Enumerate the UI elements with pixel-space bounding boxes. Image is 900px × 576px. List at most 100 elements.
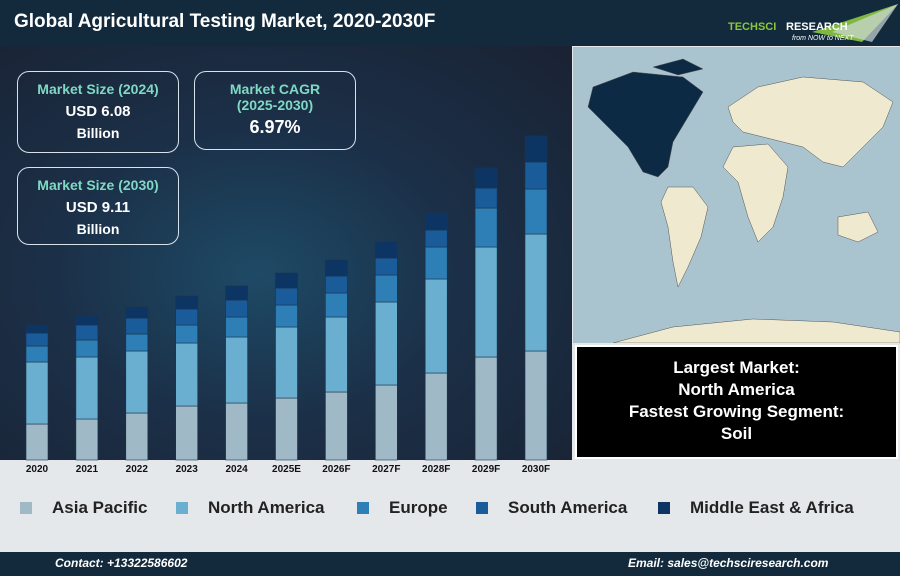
x-tick-label: 2029F bbox=[472, 464, 500, 475]
bar-2029F-north-america bbox=[474, 246, 498, 358]
card-sublabel: (2025-2030) bbox=[236, 97, 314, 113]
world-map bbox=[573, 47, 900, 343]
bar-2026F-asia-pacific bbox=[325, 391, 348, 461]
card-value: USD 9.11 bbox=[65, 199, 131, 216]
card-label: Market Size (2024) bbox=[37, 81, 159, 97]
legend-swatch bbox=[20, 502, 32, 514]
bar-2024-asia-pacific bbox=[225, 402, 248, 461]
bar-2028F-europe bbox=[424, 246, 448, 280]
insight-box: Largest Market: North America Fastest Gr… bbox=[575, 345, 898, 459]
x-tick-label: 2027F bbox=[372, 464, 400, 475]
footer: Contact: +13322586602 Email: sales@techs… bbox=[0, 552, 900, 576]
svg-text:from NOW to NEXT: from NOW to NEXT bbox=[792, 35, 854, 42]
bar-2026F-europe bbox=[325, 292, 348, 318]
bar-2023-asia-pacific bbox=[175, 405, 198, 461]
bar-2025E-north-america bbox=[275, 326, 298, 399]
card-value: USD 6.08 bbox=[65, 103, 131, 120]
bar-2027F-middle-east-africa bbox=[374, 241, 398, 259]
bar-2028F-middle-east-africa bbox=[424, 212, 448, 231]
bar-2026F-south-america bbox=[325, 275, 348, 294]
bar-2024-north-america bbox=[225, 336, 248, 404]
bar-2023-south-america bbox=[175, 308, 198, 326]
techsci-logo: TECHSCI RESEARCH from NOW to NEXT bbox=[728, 4, 898, 42]
bar-2029F-asia-pacific bbox=[474, 356, 498, 461]
x-tick-label: 2024 bbox=[225, 464, 248, 475]
bar-2024-south-america bbox=[225, 299, 248, 318]
bar-2021-europe bbox=[75, 339, 99, 358]
bar-2025E-south-america bbox=[275, 287, 298, 306]
bar-2029F-europe bbox=[474, 207, 498, 248]
legend-item: Europe bbox=[357, 498, 448, 518]
legend-swatch bbox=[357, 502, 369, 514]
bar-2026F-north-america bbox=[325, 316, 348, 393]
x-tick-label: 2020 bbox=[26, 464, 49, 475]
bar-2028F-north-america bbox=[424, 278, 448, 374]
card-unit: Billion bbox=[76, 125, 120, 141]
legend-label: Asia Pacific bbox=[52, 498, 148, 517]
bar-2022-middle-east-africa bbox=[125, 306, 149, 319]
header: Global Agricultural Testing Market, 2020… bbox=[0, 0, 900, 46]
australia bbox=[837, 211, 879, 243]
card-unit: Billion bbox=[76, 221, 120, 237]
bar-2020-europe bbox=[25, 345, 49, 363]
bar-2028F-asia-pacific bbox=[424, 372, 448, 461]
bar-2021-north-america bbox=[75, 356, 99, 420]
bar-2030F-europe bbox=[524, 188, 548, 235]
svg-text:RESEARCH: RESEARCH bbox=[786, 21, 848, 33]
bar-2021-middle-east-africa bbox=[75, 315, 99, 326]
bar-2022-europe bbox=[125, 333, 149, 352]
bar-2021-south-america bbox=[75, 324, 99, 341]
bar-2024-middle-east-africa bbox=[225, 285, 248, 301]
bar-2020-north-america bbox=[25, 361, 49, 425]
bar-2022-south-america bbox=[125, 317, 149, 335]
stacked-bar-chart: 2020 2021 2022 2023 2024 2025E 2026F 2027F 2028F… bbox=[25, 135, 550, 475]
svg-text:TECHSCI: TECHSCI bbox=[728, 21, 776, 33]
legend-item: South America bbox=[476, 498, 627, 518]
africa bbox=[722, 143, 789, 243]
legend-item: Middle East & Africa bbox=[658, 498, 854, 518]
bar-2022-asia-pacific bbox=[125, 412, 149, 461]
legend-label: North America bbox=[208, 498, 325, 517]
market-cagr-card: Market CAGR (2025-2030) 6.97% bbox=[194, 71, 356, 150]
x-tick-label: 2023 bbox=[176, 464, 199, 475]
legend-item: Asia Pacific bbox=[20, 498, 147, 518]
bar-2028F-south-america bbox=[424, 229, 448, 248]
page-title: Global Agricultural Testing Market, 2020… bbox=[14, 11, 436, 32]
bar-2025E-asia-pacific bbox=[275, 397, 298, 461]
south-america bbox=[660, 186, 709, 288]
bar-2024-europe bbox=[225, 316, 248, 338]
europe-asia bbox=[727, 76, 894, 168]
legend-label: South America bbox=[508, 498, 628, 517]
bar-2020-asia-pacific bbox=[25, 423, 49, 461]
legend-label: Middle East & Africa bbox=[690, 498, 854, 517]
bar-2021-asia-pacific bbox=[75, 418, 99, 461]
antarctica bbox=[612, 318, 900, 343]
bar-2023-europe bbox=[175, 324, 198, 344]
x-tick-label: 2030F bbox=[522, 464, 550, 475]
bar-2027F-europe bbox=[374, 274, 398, 303]
legend-swatch bbox=[658, 502, 670, 514]
bar-2023-north-america bbox=[175, 342, 198, 407]
bar-2025E-europe bbox=[275, 304, 298, 328]
card-value: 6.97% bbox=[249, 117, 301, 137]
fastest-segment-value: Soil bbox=[720, 424, 753, 443]
bar-2026F-middle-east-africa bbox=[325, 259, 348, 277]
contact-email: Email: sales@techsciresearch.com bbox=[628, 556, 829, 570]
bar-2029F-middle-east-africa bbox=[474, 167, 498, 189]
card-label: Market Size (2030) bbox=[37, 177, 159, 193]
x-tick-label: 2021 bbox=[76, 464, 99, 475]
x-tick-label: 2022 bbox=[126, 464, 149, 475]
bar-2029F-south-america bbox=[474, 187, 498, 209]
x-tick-label: 2025E bbox=[272, 464, 301, 475]
bar-2030F-south-america bbox=[524, 161, 548, 190]
bar-2027F-north-america bbox=[374, 301, 398, 386]
bar-2023-middle-east-africa bbox=[175, 295, 198, 310]
bar-2027F-south-america bbox=[374, 257, 398, 276]
legend-swatch bbox=[476, 502, 488, 514]
bar-2022-north-america bbox=[125, 350, 149, 414]
contact-phone: Contact: +13322586602 bbox=[55, 556, 188, 570]
bar-2025E-middle-east-africa bbox=[275, 272, 298, 289]
largest-market-label: Largest Market: bbox=[673, 358, 800, 377]
legend-swatch bbox=[176, 502, 188, 514]
bar-2020-middle-east-africa bbox=[25, 324, 49, 334]
